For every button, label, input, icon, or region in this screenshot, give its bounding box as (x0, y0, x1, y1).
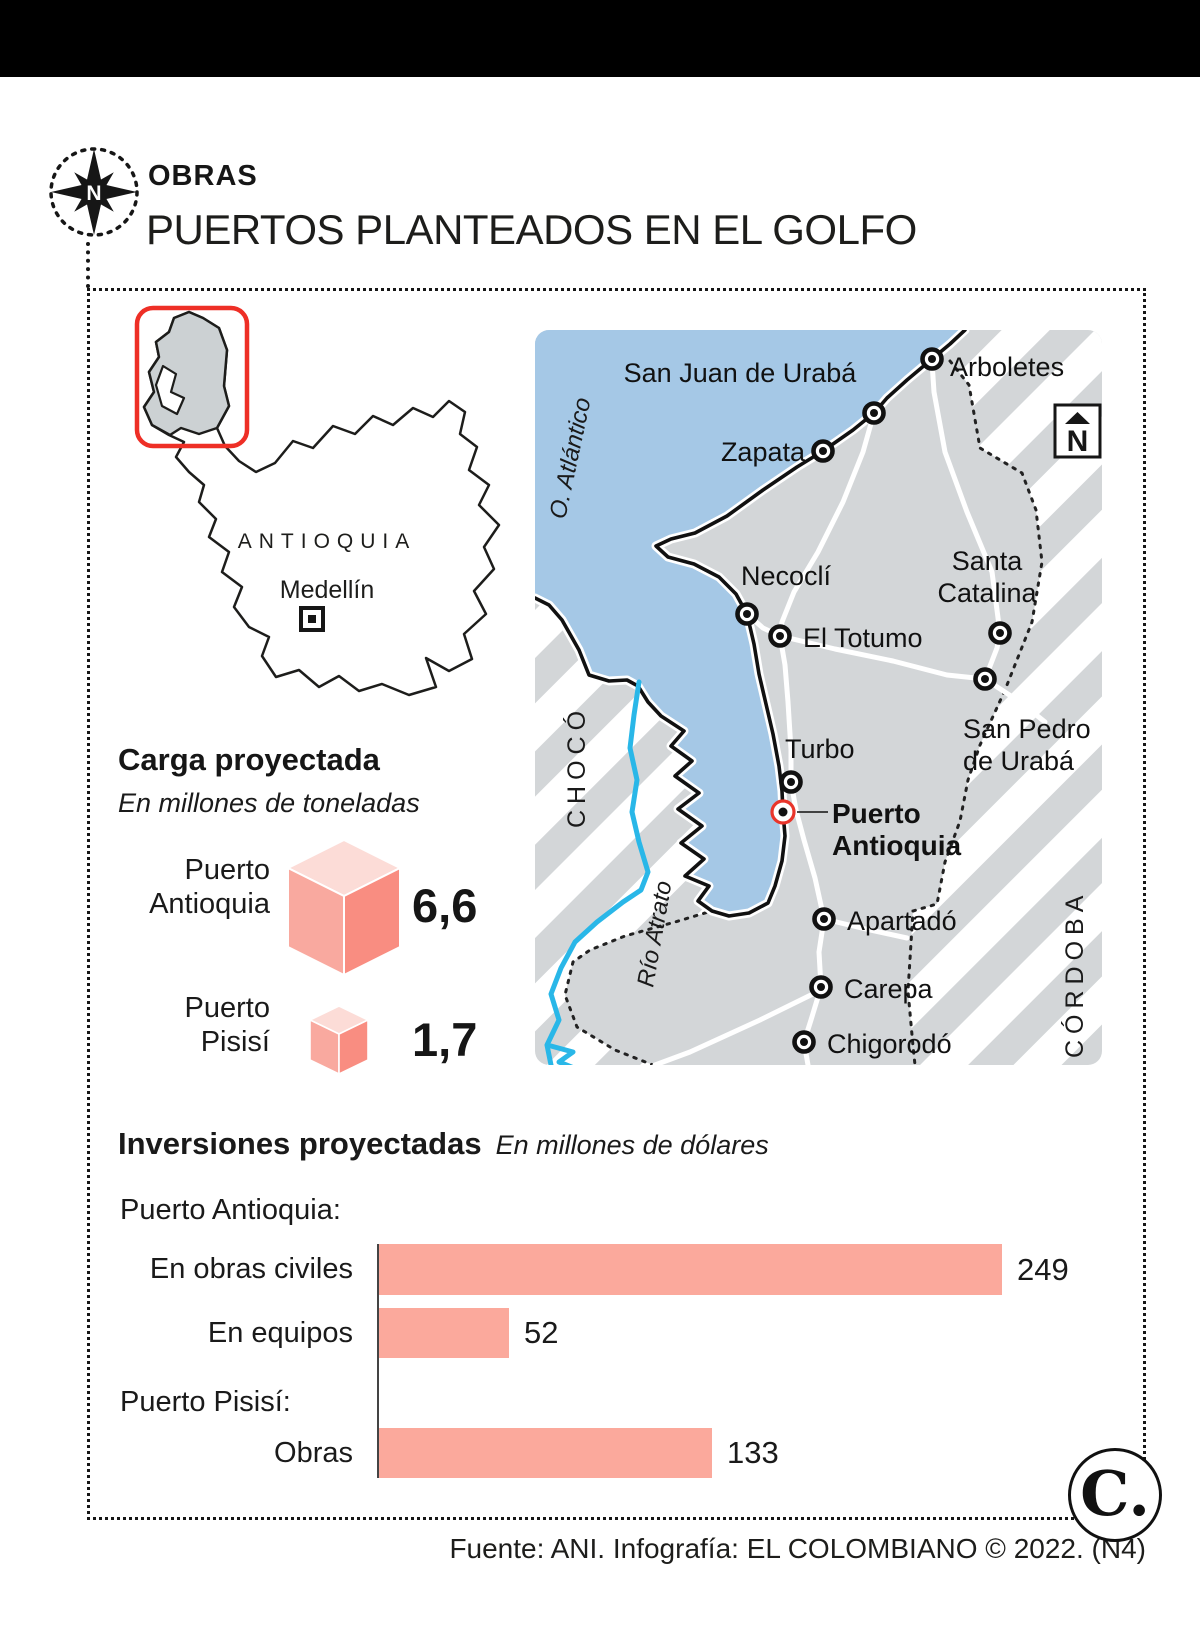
chart-bar-row: En equipos 52 (120, 1308, 1130, 1358)
town-label: El Totumo (803, 623, 923, 653)
town-marker-dot (870, 409, 878, 417)
coastline-ink (535, 330, 967, 918)
gulf-of-uraba-map: N O. Atlántico CHOCÓ Río Atrato CÓRDOBA … (535, 330, 1102, 1065)
source-credit: Fuente: ANI. Infografía: EL COLOMBIANO ©… (449, 1533, 1146, 1564)
dotted-frame (87, 288, 1146, 1520)
medellin-marker-dot (308, 615, 316, 623)
chart-group-label: Puerto Antioquia: (120, 1194, 341, 1226)
chart-bar (379, 1244, 1002, 1295)
town-turbo: Turbo (779, 734, 855, 794)
uraba-highlight-rect (134, 305, 250, 449)
inversiones-bar-chart: Puerto Antioquia: En obras civiles 249 En e… (120, 1190, 1130, 1490)
chart-bar-row: En obras civiles 249 (120, 1244, 1130, 1295)
north-arrow-label: N (1067, 425, 1089, 458)
towns-layer: Arboletes San Juan de Urabá Zapata Necoclí S… (624, 347, 1091, 1059)
logo-letter: C. (1080, 1457, 1150, 1530)
compass-n-letter: N (86, 182, 101, 205)
antioquia-locator-map: ANTIOQUIA Medellín (134, 305, 501, 697)
town-carepa: Carepa (809, 974, 934, 1004)
town-marker-dot (743, 610, 751, 618)
choco-striped-region (535, 598, 712, 1065)
town-san-juan-de-urab-: San Juan de Urabá (624, 358, 886, 425)
chart-bar-value: 249 (1017, 1252, 1069, 1287)
locator-region-label: ANTIOQUIA (238, 530, 417, 553)
town-marker-dot (820, 915, 828, 923)
town-marker-dot (778, 807, 788, 817)
town-chigorod-: Chigorodó (792, 1029, 952, 1059)
town-marker-dot (817, 983, 825, 991)
inversiones-title-line: Inversiones proyectadas En millones de dó… (118, 1126, 769, 1162)
town-label: Carepa (844, 974, 934, 1004)
town-santa-catalina: Santa Catalina (937, 546, 1038, 645)
town-label: Puerto Antioquia (832, 798, 962, 861)
chart-bar-row: Obras 133 (120, 1428, 1130, 1478)
locator-city-label: Medellín (280, 576, 375, 604)
town-label: San Pedro de Urabá (963, 714, 1091, 776)
cube-large-icon (288, 840, 400, 975)
town-label: Apartadó (847, 906, 957, 936)
antioquia-outline (142, 310, 501, 697)
chart-bar (379, 1308, 509, 1358)
town-marker-dot (996, 629, 1004, 637)
chart-bar-value: 52 (524, 1315, 559, 1350)
compass-rose-icon: N (49, 147, 139, 237)
uraba-gulf-notch (154, 364, 186, 416)
town-san-pedro-de-urab-: San Pedro de Urabá (963, 667, 1091, 776)
cordoba-label: CÓRDOBA (1060, 890, 1089, 1058)
chart-bar-label: En equipos (207, 1317, 353, 1349)
uraba-region-shape (142, 310, 231, 437)
carga-value-large: 6,6 (412, 879, 478, 932)
chart-axis (377, 1244, 379, 1478)
carga-subtitle: En millones de toneladas (118, 788, 420, 818)
chart-group-label: Puerto Pisisí: (120, 1386, 291, 1418)
town-apartad-: Apartadó (812, 906, 957, 936)
town-el-totumo: El Totumo (768, 623, 923, 653)
town-marker-dot (800, 1038, 808, 1046)
top-black-bar (0, 0, 1200, 77)
chart-bar (379, 1428, 712, 1478)
chart-bar-label: Obras (274, 1437, 353, 1469)
north-arrow-icon: N (1053, 403, 1102, 459)
town-marker-dot (776, 632, 784, 640)
page-title: PUERTOS PLANTEADOS EN EL GOLFO (146, 206, 917, 253)
town-label: Santa Catalina (937, 546, 1037, 608)
carga-item-label: Puerto Pisisí (184, 992, 270, 1058)
el-colombiano-logo: C. (1068, 1448, 1162, 1542)
rio-atrato (544, 679, 651, 1065)
town-label: San Juan de Urabá (624, 358, 858, 388)
section-kicker: OBRAS (148, 160, 258, 192)
town-label: Arboletes (950, 352, 1064, 382)
roads (652, 359, 1048, 1065)
town-arboletes: Arboletes (920, 347, 1064, 382)
carga-title: Carga proyectada (118, 742, 380, 777)
town-marker-dot (981, 675, 989, 683)
carga-item-label: Puerto Antioquia (149, 854, 270, 920)
town-necocl-: Necoclí (735, 561, 832, 626)
carga-value-small: 1,7 (412, 1013, 478, 1066)
choco-boundary-dotted (563, 908, 717, 1065)
cordoba-striped-region (908, 330, 1102, 1065)
inversiones-title: Inversiones proyectadas (118, 1126, 482, 1161)
town-label: Zapata (721, 437, 806, 467)
town-marker-dot (928, 355, 936, 363)
chart-bar-label: En obras civiles (149, 1253, 353, 1285)
town-marker-dot (787, 778, 795, 786)
town-label: Necoclí (741, 561, 832, 591)
inversiones-subtitle: En millones de dólares (495, 1130, 769, 1160)
dotted-connector-line (86, 242, 90, 288)
town-puerto-antioquia: Puerto Antioquia (770, 798, 962, 861)
cordoba-boundary-dotted (906, 359, 1044, 1065)
cube-small-icon (310, 1006, 368, 1074)
chart-bar-value: 133 (727, 1435, 779, 1470)
town-label: Turbo (785, 734, 855, 764)
choco-label: CHOCÓ (562, 705, 591, 828)
town-zapata: Zapata (721, 437, 835, 467)
town-label: Chigorodó (827, 1029, 952, 1059)
town-marker-dot (819, 447, 827, 455)
ocean-and-gulf-water (535, 330, 965, 916)
